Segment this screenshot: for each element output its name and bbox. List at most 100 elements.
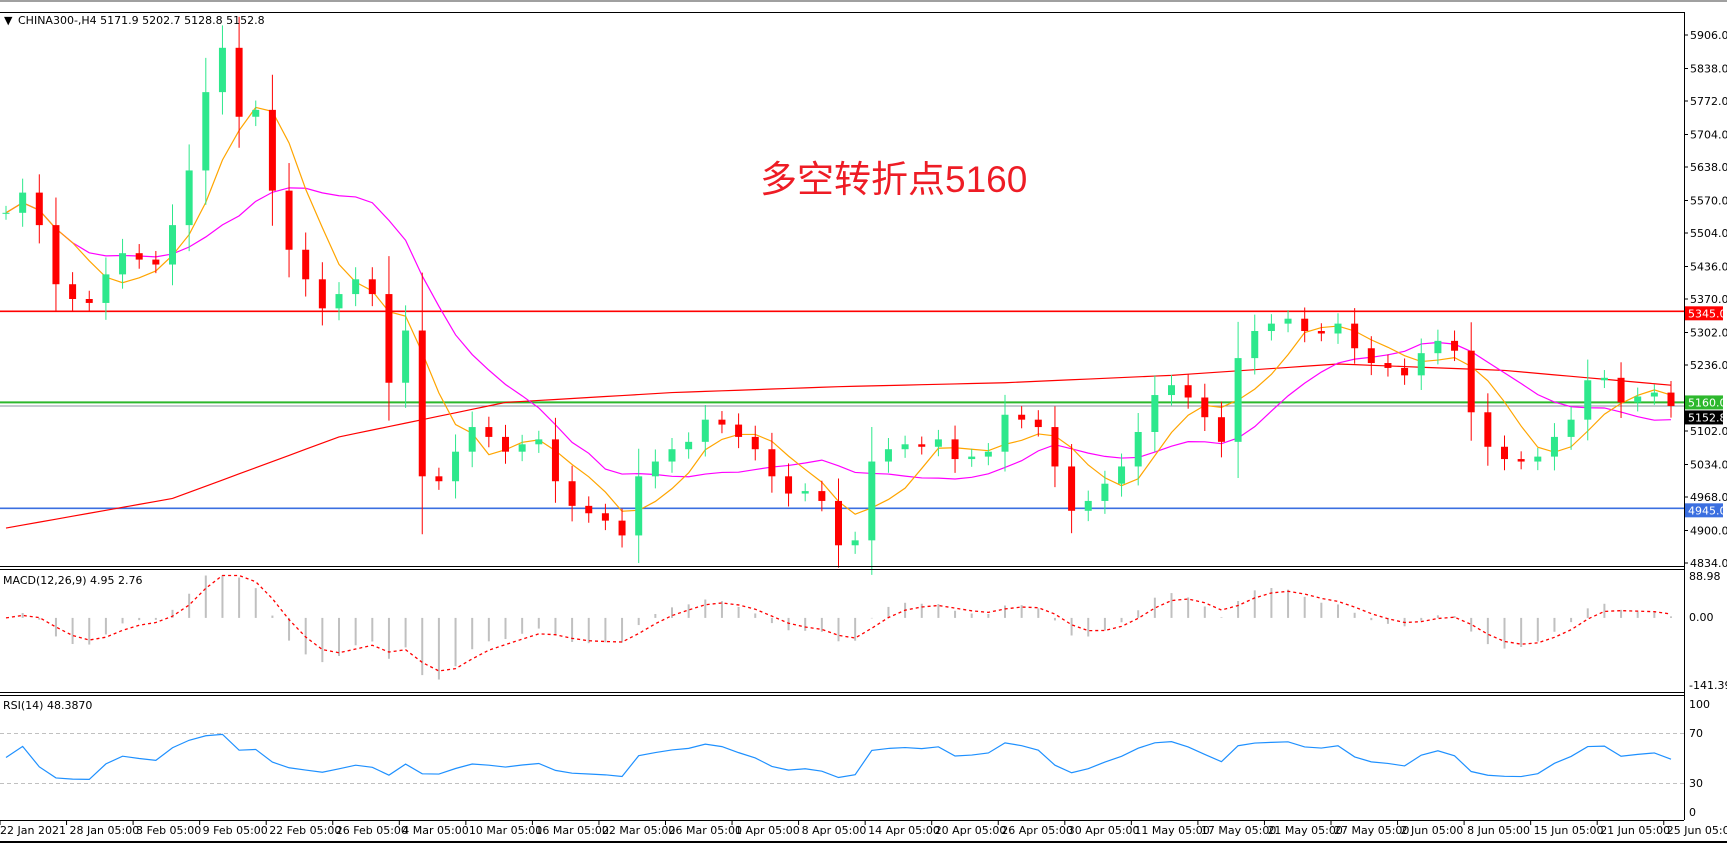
candle-body bbox=[1168, 385, 1175, 396]
candle-body bbox=[635, 476, 643, 536]
candle-body bbox=[1284, 318, 1292, 324]
candle-body bbox=[402, 330, 410, 383]
candle bbox=[535, 430, 543, 453]
candle bbox=[19, 178, 27, 227]
candle bbox=[1018, 406, 1026, 429]
time-tick-label: 9 Feb 05:00 bbox=[203, 824, 268, 837]
candle bbox=[85, 290, 93, 312]
price-tick-label: 5102.0 bbox=[1690, 425, 1727, 438]
candle bbox=[1567, 406, 1575, 450]
candle bbox=[1134, 413, 1142, 486]
candle bbox=[1217, 401, 1225, 458]
candle-body bbox=[918, 444, 926, 447]
annotation-text: 多空转折点5160 bbox=[760, 159, 1027, 200]
candle bbox=[651, 449, 659, 489]
candle bbox=[635, 448, 643, 563]
candle-body bbox=[585, 505, 593, 514]
candle bbox=[368, 267, 376, 307]
candle-body bbox=[568, 481, 576, 506]
bid-price-label-bg bbox=[1685, 410, 1723, 425]
candle bbox=[485, 416, 493, 448]
candle bbox=[1201, 383, 1209, 431]
support-price-label-bg bbox=[1685, 503, 1723, 518]
candle-body bbox=[1650, 392, 1658, 397]
candle bbox=[35, 174, 43, 244]
candle bbox=[352, 267, 360, 307]
candle-body bbox=[235, 47, 243, 117]
candle bbox=[1484, 393, 1492, 466]
candle-body bbox=[1517, 459, 1525, 462]
candle-body bbox=[785, 476, 793, 494]
time-tick-label: 28 Jan 05:00 bbox=[70, 824, 140, 837]
candle bbox=[502, 424, 509, 464]
candle bbox=[152, 250, 160, 274]
candle-body bbox=[1267, 323, 1275, 332]
candle bbox=[1118, 453, 1126, 497]
candle bbox=[318, 262, 326, 326]
time-tick-label: 26 Apr 05:00 bbox=[1001, 824, 1073, 837]
bid-price-label: 5152.8 bbox=[1688, 411, 1727, 424]
candle-body bbox=[252, 109, 260, 117]
candle-body bbox=[2, 212, 10, 214]
candle-body bbox=[768, 449, 776, 477]
candle-body bbox=[1251, 331, 1259, 359]
candle bbox=[618, 508, 626, 548]
candle-body bbox=[1317, 331, 1325, 334]
candle-body bbox=[1018, 414, 1026, 420]
candle-body bbox=[984, 451, 992, 457]
candle bbox=[1168, 374, 1175, 406]
candle-body bbox=[368, 279, 376, 295]
ma-mid-line bbox=[5, 187, 1672, 480]
candle bbox=[1051, 406, 1059, 488]
candle bbox=[1467, 322, 1475, 441]
candle-body bbox=[135, 253, 143, 260]
candle-body bbox=[285, 190, 293, 250]
price-tick-label: 5034.0 bbox=[1690, 458, 1727, 471]
candle-body bbox=[1334, 323, 1342, 334]
candle bbox=[1584, 359, 1592, 441]
candle bbox=[1267, 314, 1275, 341]
candle bbox=[252, 100, 260, 127]
time-tick-label: 15 Jun 05:00 bbox=[1534, 824, 1604, 837]
candle bbox=[751, 425, 759, 461]
macd-tick: 88.98 bbox=[1689, 570, 1721, 583]
candle-body bbox=[1001, 414, 1009, 452]
candle bbox=[585, 496, 593, 523]
candle bbox=[1151, 375, 1159, 452]
candle bbox=[1550, 423, 1558, 471]
resistance-price-label-bg bbox=[1685, 306, 1723, 321]
candle bbox=[69, 272, 77, 312]
candle-body bbox=[1151, 395, 1159, 432]
price-pane[interactable]: 5906.0 5838.0 5772.0 5704.0 5638.0 5570.0 5504… bbox=[0, 12, 1727, 575]
time-tick-label: 8 Apr 05:00 bbox=[802, 824, 867, 837]
candle bbox=[685, 432, 693, 459]
candle-body bbox=[651, 461, 659, 477]
candle bbox=[968, 448, 976, 467]
time-tick-label: 21 Jun 05:00 bbox=[1600, 824, 1670, 837]
candle-body bbox=[951, 439, 959, 460]
candle bbox=[835, 478, 842, 568]
candle-body bbox=[818, 491, 826, 501]
time-tick-label: 1 Apr 05:00 bbox=[735, 824, 800, 837]
price-tick-label: 5838.0 bbox=[1690, 62, 1727, 75]
candle-body bbox=[1118, 466, 1126, 484]
candle bbox=[1367, 336, 1375, 376]
candle bbox=[169, 204, 176, 286]
candle bbox=[951, 425, 959, 473]
rsi-pane[interactable]: RSI(14) 48.3870 100 70 30 0 bbox=[0, 692, 1710, 821]
candle-body bbox=[352, 279, 360, 295]
pivot-price-label-bg bbox=[1685, 395, 1723, 410]
candle-body bbox=[835, 500, 842, 546]
price-tick-label: 5236.0 bbox=[1690, 359, 1727, 372]
price-tick-label: 5370.0 bbox=[1690, 293, 1727, 306]
price-tick-label: 4834.0 bbox=[1690, 557, 1727, 570]
macd-pane[interactable]: MACD(12,26,9) 4.95 2.76 88.98 0.00 -141.… bbox=[0, 566, 1727, 693]
candle-body bbox=[968, 456, 976, 460]
triangle-down-icon[interactable]: ▼ bbox=[4, 14, 13, 27]
candle bbox=[1351, 308, 1359, 364]
macd-signal-line bbox=[5, 574, 1672, 672]
candle-body bbox=[934, 439, 942, 447]
candle bbox=[1334, 313, 1342, 344]
candle bbox=[385, 256, 393, 421]
